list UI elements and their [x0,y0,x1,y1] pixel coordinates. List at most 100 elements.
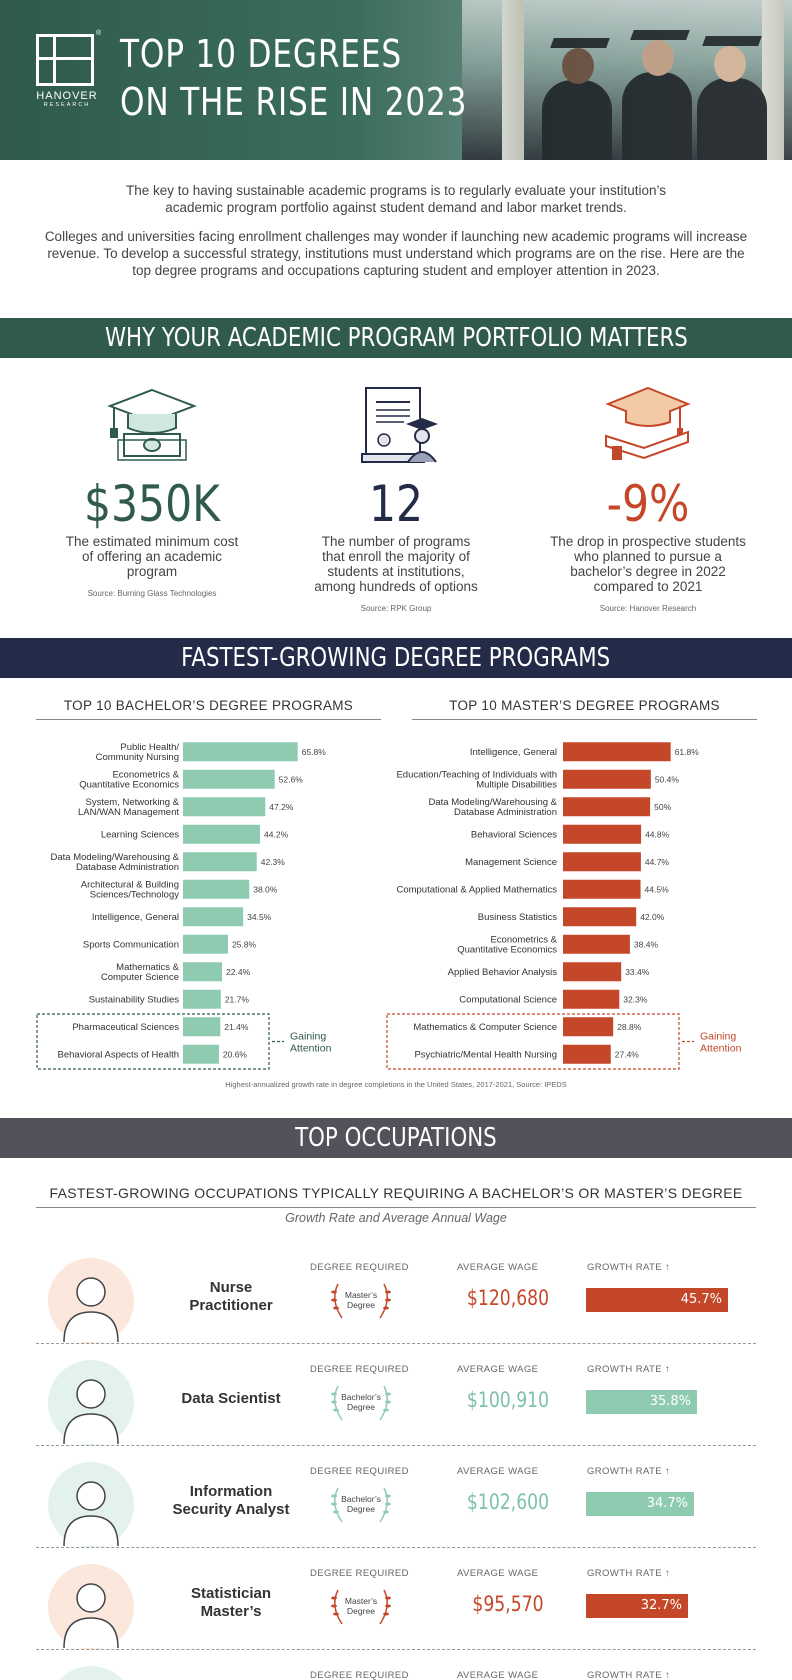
degree-laurel-badge: Bachelor’s Degree [326,1382,396,1424]
category-label: Intelligence, General [92,912,179,923]
bar [563,797,651,817]
gaining-attention-label: Gaining Attention [700,1031,742,1055]
occupation-row: Nurse Practitioner DEGREE REQUIRED AVERAGE… [36,1240,756,1344]
bar [183,934,228,954]
stat-description: The estimated minimum cost of offering a… [65,534,239,579]
bar-value-label: 44.7% [645,857,670,867]
header-banner: ® HANOVER RESEARCH TOP 10 DEGREES ON THE… [0,0,792,160]
degree-text: Master’s Degree [344,1290,378,1310]
gaining-attention-box [36,1013,270,1070]
stat-cost: $350K The estimated minimum cost of offe… [42,384,262,598]
section-fastest-growing: FASTEST-GROWING DEGREE PROGRAMS [0,638,792,678]
growth-rate-label: GROWTH RATE ↑ [587,1262,671,1273]
occupation-row: Information Security Analyst DEGREE REQUI… [36,1444,756,1548]
bar-value-label: 50% [654,802,671,812]
chart-footnote: Highest-annualized growth rate in degree… [225,1080,567,1089]
section-top-occupations: TOP OCCUPATIONS [0,1118,792,1158]
bar-value-label: 28.8% [617,1022,642,1032]
bar [563,824,642,844]
laurel-icon [331,1487,391,1523]
occupation-title: Information Security Analyst [172,1483,290,1518]
category-label: Architectural & Building Sciences/Technol… [81,879,179,900]
occupation-row: DEGREE REQUIRED AVERAGE WAGE GROWTH RATE ↑ [36,1648,756,1680]
bar-value-label: 34.5% [247,912,272,922]
growth-rate-bar: 32.7% [586,1594,688,1618]
bar-value-label: 44.8% [645,829,670,839]
average-wage-label: AVERAGE WAGE [457,1262,539,1273]
category-label: Applied Behavior Analysis [448,967,558,978]
bar-value-label: 27.4% [615,1049,640,1059]
degree-required-label: DEGREE REQUIRED [310,1364,409,1375]
category-label: Computational & Applied Mathematics [396,884,557,895]
statistician-icon [48,1564,134,1650]
category-label: Behavioral Aspects of Health [58,1049,179,1060]
stat-source: Source: Burning Glass Technologies [87,589,217,598]
bar [183,962,223,982]
intro-paragraph-2: Colleges and universities facing enrollm… [44,229,748,278]
masters-chart-title: TOP 10 MASTER’S DEGREE PROGRAMS [412,698,757,720]
category-label: Education/Teaching of Individuals with Mu… [396,769,557,790]
row-divider [36,1649,756,1650]
intro-paragraph-1: The key to having sustainable academic p… [125,183,667,215]
category-label: Data Modeling/Warehousing & Database Admi… [51,852,180,873]
bar [563,879,641,899]
laurel-icon [331,1385,391,1421]
bar [563,1044,611,1064]
degree-laurel-badge: Master’s Degree [326,1586,396,1628]
stat-source: Source: Hanover Research [599,604,697,613]
bar-value-label: 65.8% [302,747,327,757]
average-wage-label: AVERAGE WAGE [457,1568,539,1579]
degree-text: Bachelor’s Degree [341,1494,381,1514]
occupation-row: Statistician Master’s DEGREE REQUIRED AVER… [36,1546,756,1650]
bar-value-label: 38.4% [634,939,659,949]
occupation-title: Nurse Practitioner [189,1279,273,1314]
bar-value-label: 22.4% [226,967,251,977]
category-label: Management Science [465,857,557,868]
cap-on-book-icon [600,384,696,466]
laurel-icon [331,1589,391,1625]
category-label: Data Modeling/Warehousing & Database Admi… [429,797,558,818]
growth-rate-bar: 45.7% [586,1288,728,1312]
bar [183,989,221,1009]
growth-rate-label: GROWTH RATE ↑ [587,1670,671,1680]
bar-value-label: 21.4% [224,1022,249,1032]
category-label: System, Networking & LAN/WAN Management [78,797,180,818]
growth-rate-label: GROWTH RATE ↑ [587,1364,671,1375]
average-wage-value: $102,600 [466,1490,550,1514]
stat-value: 12 [368,475,424,533]
bar [563,852,641,872]
degree-required-label: DEGREE REQUIRED [310,1568,409,1579]
average-wage-value: $120,680 [466,1286,550,1310]
bachelors-bar-chart: Public Health/Community Nursing 65.8% Econ… [36,742,332,1070]
category-label: Psychiatric/Mental Health Nursing [414,1049,557,1060]
bar [183,769,275,789]
bar [183,797,266,817]
gaining-attention-box [386,1013,680,1070]
growth-rate-bar: 35.8% [586,1390,697,1414]
gaining-attention-label: Gaining Attention [290,1031,332,1055]
bar [183,879,250,899]
category-label: Behavioral Sciences [471,829,557,840]
average-wage-label: AVERAGE WAGE [457,1364,539,1375]
bar [183,852,257,872]
stat-value: $350K [83,475,221,533]
bar-value-label: 61.8% [675,747,700,757]
stat-value: -9% [606,475,690,533]
category-label: Learning Sciences [101,829,179,840]
bar [563,769,651,789]
occupation-title: Statistician Master’s [190,1585,272,1620]
bar [563,989,620,1009]
bar [563,907,637,927]
degree-text: Bachelor’s Degree [341,1392,381,1412]
diploma-graduate-icon [348,384,444,466]
category-label: Public Health/Community Nursing [96,742,180,763]
occupations-subheading: Growth Rate and Average Annual Wage [285,1211,507,1225]
row-divider [36,1547,756,1548]
graduates-photo [462,0,792,160]
stat-source: Source: RPK Group [360,604,432,613]
nurse-icon [48,1258,134,1344]
bar-value-label: 44.5% [645,884,670,894]
category-label: Pharmaceutical Sciences [72,1022,179,1033]
bar-value-label: 42.3% [261,857,286,867]
category-label: Mathematics & Computer Science [101,962,180,983]
